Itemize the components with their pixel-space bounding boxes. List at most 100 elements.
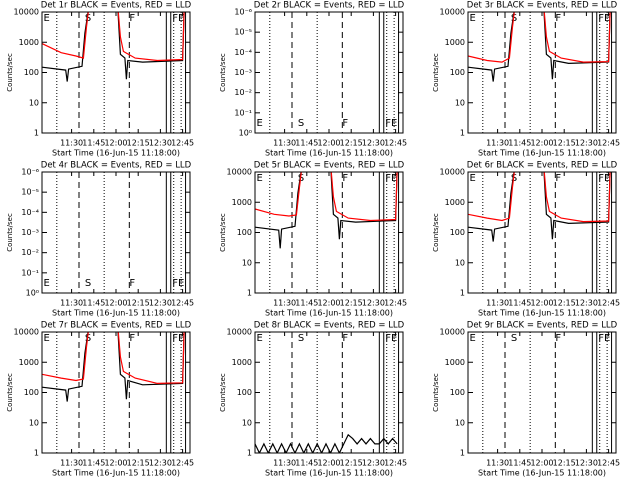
x-tick-label: 11:30	[273, 299, 296, 308]
y-tick-label: 10	[455, 258, 465, 267]
plot-frame	[41, 11, 191, 134]
chart-title: Det 1r BLACK = Events, RED = LLD	[41, 1, 192, 11]
x-tick-label: 12:15	[340, 459, 363, 468]
flag-label: F	[555, 173, 561, 184]
x-axis-label: Start Time (16-Jun-15 11:18:00)	[52, 469, 180, 478]
y-tick-label: 10⁻⁵	[234, 28, 252, 37]
flag-label: F	[129, 278, 135, 289]
x-tick-label: 12:45	[597, 139, 620, 148]
x-tick-label: 12:00	[104, 299, 127, 308]
chart-title: Det 8r BLACK = Events, RED = LLD	[254, 321, 405, 331]
flag-label: S	[511, 333, 517, 344]
plot-frame	[467, 171, 617, 294]
x-tick-label: 12:15	[553, 299, 576, 308]
x-tick-label: 12:00	[530, 459, 553, 468]
y-tick-label: 1000	[445, 38, 465, 47]
x-tick-label: 11:30	[486, 299, 509, 308]
chart-title: Det 4r BLACK = Events, RED = LLD	[41, 161, 192, 171]
y-tick-label: 1000	[19, 358, 39, 367]
x-tick-label: 11:30	[273, 139, 296, 148]
y-tick-label: 10000	[227, 328, 252, 337]
series-line	[255, 172, 398, 222]
x-tick-label: 11:45	[82, 459, 105, 468]
flag-label: E	[256, 333, 262, 344]
series-line	[42, 332, 185, 385]
y-tick-label: 10	[242, 258, 252, 267]
y-tick-label: 1	[247, 449, 252, 458]
y-tick-label: 10⁰	[26, 289, 39, 298]
series-line	[468, 172, 611, 223]
x-tick-label: 12:00	[104, 139, 127, 148]
x-tick-label: 11:45	[295, 299, 318, 308]
y-tick-label: 10000	[14, 8, 39, 17]
x-axis-label: Start Time (16-Jun-15 11:18:00)	[265, 469, 393, 478]
plot-frame	[41, 331, 191, 454]
y-tick-label: 10	[455, 98, 465, 107]
x-tick-label: 12:15	[127, 299, 150, 308]
plot-frame	[467, 11, 617, 134]
x-tick-label: 12:45	[384, 299, 407, 308]
flag-label: FE	[172, 278, 184, 289]
x-tick-label: 11:30	[60, 459, 83, 468]
x-tick-label: 12:00	[104, 459, 127, 468]
x-tick-label: 12:30	[149, 299, 172, 308]
flag-label: F	[555, 333, 561, 344]
y-tick-label: 1	[247, 289, 252, 298]
flag-label: E	[469, 13, 475, 24]
y-tick-label: 100	[237, 228, 252, 237]
x-tick-label: 11:30	[60, 139, 83, 148]
flag-label: F	[342, 118, 348, 129]
flag-label: FE	[598, 173, 610, 184]
x-tick-label: 11:45	[295, 459, 318, 468]
plot-frame	[467, 331, 617, 454]
x-axis-label: Start Time (16-Jun-15 11:18:00)	[478, 149, 606, 158]
y-tick-label: 10⁻⁶	[234, 8, 252, 17]
y-axis-label: Counts/sec	[6, 373, 14, 412]
y-tick-label: 10⁻²	[21, 248, 39, 257]
x-axis-label: Start Time (16-Jun-15 11:18:00)	[265, 309, 393, 318]
y-tick-label: 10000	[440, 328, 465, 337]
y-tick-label: 10	[29, 418, 39, 427]
x-tick-label: 12:30	[575, 459, 598, 468]
y-axis-label: Counts/sec	[432, 373, 440, 412]
flag-label: S	[298, 118, 304, 129]
y-axis-label: Counts/sec	[432, 53, 440, 92]
flag-label: FE	[385, 173, 397, 184]
y-tick-label: 10⁻⁴	[234, 48, 252, 57]
y-tick-label: 1000	[19, 38, 39, 47]
y-tick-label: 10⁻²	[234, 88, 252, 97]
chart-title: Det 6r BLACK = Events, RED = LLD	[467, 161, 618, 171]
plot-frame	[254, 11, 404, 134]
y-tick-label: 100	[450, 388, 465, 397]
x-tick-label: 12:45	[384, 459, 407, 468]
series-line	[468, 12, 611, 63]
x-axis-label: Start Time (16-Jun-15 11:18:00)	[478, 309, 606, 318]
flag-label: F	[342, 333, 348, 344]
x-axis-label: Start Time (16-Jun-15 11:18:00)	[52, 149, 180, 158]
x-tick-label: 11:45	[82, 299, 105, 308]
y-tick-label: 1	[34, 449, 39, 458]
x-axis-label: Start Time (16-Jun-15 11:18:00)	[52, 309, 180, 318]
y-tick-label: 10⁻¹	[234, 108, 252, 117]
x-tick-label: 12:15	[340, 299, 363, 308]
series-line	[468, 12, 611, 82]
y-tick-label: 10	[242, 418, 252, 427]
x-tick-label: 11:45	[508, 459, 531, 468]
y-axis-label: Counts/sec	[219, 373, 227, 412]
y-tick-label: 10000	[440, 168, 465, 177]
x-tick-label: 12:30	[575, 299, 598, 308]
series-line	[42, 12, 185, 82]
series-line	[255, 433, 398, 453]
y-tick-label: 1	[460, 129, 465, 138]
flag-label: E	[469, 333, 475, 344]
flag-label: FE	[172, 333, 184, 344]
y-tick-label: 10	[29, 98, 39, 107]
x-tick-label: 12:30	[362, 459, 385, 468]
flag-label: F	[342, 173, 348, 184]
flag-label: FE	[172, 13, 184, 24]
x-tick-label: 11:30	[486, 459, 509, 468]
y-tick-label: 1	[460, 449, 465, 458]
series-line	[255, 172, 398, 249]
chart-title: Det 9r BLACK = Events, RED = LLD	[467, 321, 618, 331]
flag-label: E	[469, 173, 475, 184]
